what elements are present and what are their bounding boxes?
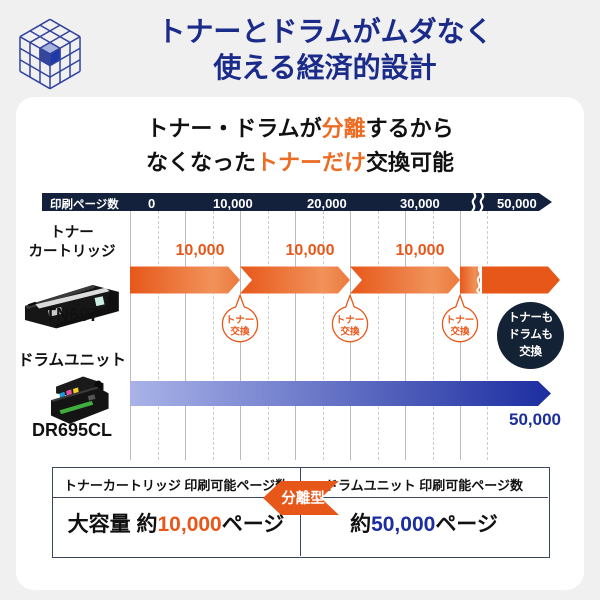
svg-text:分離型: 分離型	[281, 489, 325, 507]
